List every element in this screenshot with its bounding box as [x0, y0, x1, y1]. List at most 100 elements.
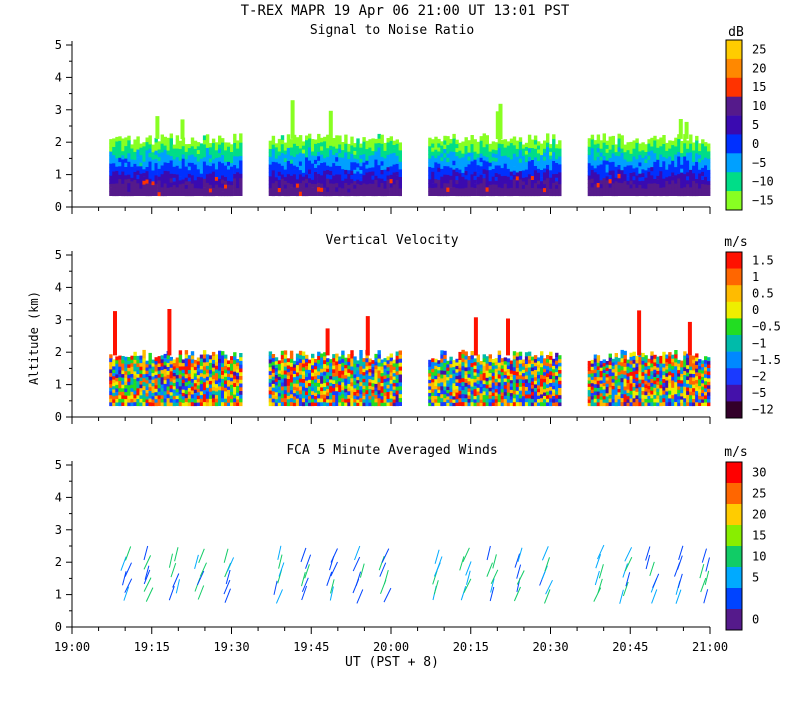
data-cell	[495, 399, 498, 403]
data-cell	[686, 402, 689, 406]
data-cell	[314, 366, 317, 370]
data-cell	[683, 375, 686, 379]
data-cell	[185, 185, 188, 189]
data-cell	[644, 359, 647, 363]
data-cell	[194, 363, 197, 367]
data-cell	[185, 370, 188, 374]
data-cell	[668, 364, 671, 368]
data-cell	[179, 145, 182, 149]
data-cell	[641, 158, 644, 162]
data-cell	[335, 148, 338, 153]
data-cell	[468, 192, 471, 196]
data-cell	[239, 147, 242, 152]
data-cell	[197, 192, 200, 196]
data-cell	[399, 398, 402, 402]
data-cell	[326, 178, 329, 183]
data-cell	[142, 394, 145, 398]
data-cell	[495, 368, 498, 372]
data-cell	[121, 370, 124, 374]
data-cell	[486, 170, 489, 175]
data-cell	[320, 167, 323, 172]
data-cell	[230, 395, 233, 399]
data-cell	[393, 376, 396, 380]
data-cell	[704, 188, 707, 192]
data-cell	[437, 360, 440, 364]
data-cell	[130, 148, 133, 152]
data-cell	[197, 358, 200, 362]
data-cell	[440, 161, 443, 165]
data-cell	[609, 395, 612, 399]
data-cell	[683, 367, 686, 371]
data-cell	[534, 153, 537, 158]
data-cell	[152, 393, 155, 397]
data-cell	[465, 158, 468, 163]
data-cell	[546, 369, 549, 373]
data-cell	[341, 370, 344, 374]
data-cell	[182, 175, 185, 180]
data-cell	[227, 143, 230, 147]
colorbar-swatch	[726, 97, 742, 116]
data-cell	[434, 399, 437, 403]
data-cell	[356, 147, 359, 152]
data-cell	[606, 361, 609, 365]
data-cell	[668, 172, 671, 176]
data-cell	[332, 171, 335, 176]
data-cell	[461, 398, 464, 402]
data-cell	[302, 379, 305, 383]
data-cell	[546, 182, 549, 187]
data-cell	[127, 140, 130, 145]
data-cell	[540, 188, 543, 192]
data-cell	[498, 366, 501, 370]
data-cell	[519, 386, 522, 390]
data-cell	[293, 183, 296, 188]
data-cell	[474, 396, 477, 400]
data-cell	[638, 144, 641, 148]
data-cell	[203, 174, 206, 179]
data-cell	[621, 390, 624, 394]
data-cell	[458, 352, 461, 356]
data-cell	[707, 144, 710, 148]
data-cell	[378, 386, 381, 390]
data-cell	[546, 142, 549, 147]
data-cell	[465, 150, 468, 155]
data-cell	[428, 380, 431, 384]
data-cell	[399, 394, 402, 398]
data-cell	[537, 392, 540, 396]
data-cell	[200, 158, 203, 162]
data-cell	[130, 377, 133, 381]
data-cell	[136, 162, 139, 167]
data-cell	[399, 142, 402, 146]
data-cell	[492, 359, 495, 363]
data-cell	[118, 179, 121, 184]
data-cell	[347, 148, 350, 152]
data-cell	[543, 145, 546, 149]
data-cell	[362, 175, 365, 180]
data-cell	[609, 387, 612, 391]
data-cell	[152, 376, 155, 380]
data-cell	[194, 156, 197, 160]
data-cell	[227, 380, 230, 384]
data-cell	[326, 379, 329, 383]
data-cell	[624, 386, 627, 390]
data-cell	[287, 165, 290, 170]
data-cell	[142, 362, 145, 366]
data-cell	[594, 373, 597, 377]
data-cell	[317, 356, 320, 360]
data-cell	[218, 355, 221, 359]
data-cell	[501, 144, 504, 148]
data-cell	[308, 147, 311, 152]
data-cell	[665, 373, 668, 377]
data-cell	[555, 368, 558, 372]
data-cell	[504, 375, 507, 379]
data-cell	[588, 167, 591, 172]
data-cell	[455, 392, 458, 396]
data-cell	[146, 158, 149, 163]
data-cell	[305, 384, 308, 388]
data-cell	[440, 192, 443, 196]
data-cell	[446, 374, 449, 378]
data-cell	[308, 379, 311, 383]
data-cell	[647, 379, 650, 383]
data-cell	[492, 153, 495, 157]
data-cell	[146, 192, 149, 197]
data-cell	[630, 180, 633, 184]
